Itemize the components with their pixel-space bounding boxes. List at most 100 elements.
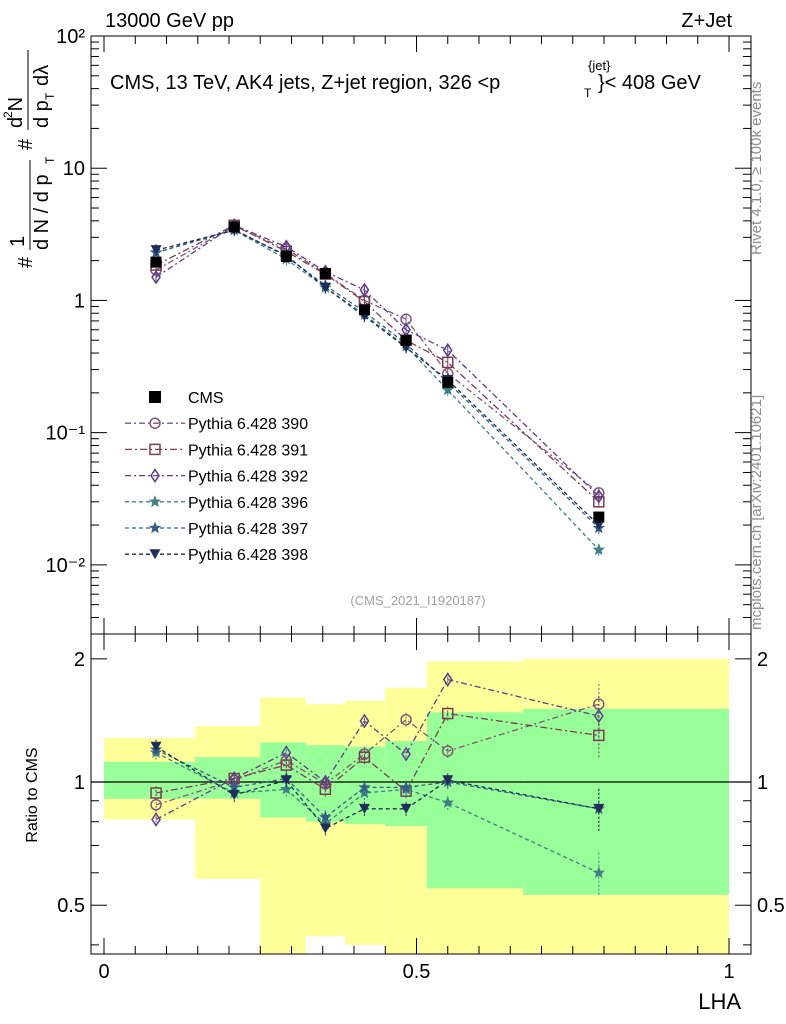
upper-series [149,217,605,556]
ratio-series-point [442,707,454,720]
ratio-series-point [150,787,162,799]
upper-series-point [151,269,161,285]
lower-series [149,672,605,896]
upper-y-tick-label: 10 [63,158,85,180]
ratio-series-point [442,672,453,687]
data-point-cms [442,376,454,388]
mcplots-label: mcplots.cern.ch [arXiv:2401.10621] [748,395,765,630]
lower-y-tick-label-left: 2 [74,649,85,671]
y-label-dlambda: dλ [31,65,53,86]
ratio-series-point [280,759,293,771]
ratio-series-point [593,803,605,814]
y-label-subscript-T-2: T [43,92,57,100]
ratio-series-line [155,712,599,794]
ratio-series-point [593,708,604,724]
ratio-series-line [155,746,599,830]
ratio-series-point [400,713,412,726]
x-axis-label: LHA [698,989,741,1014]
y-label-hash-1: # [15,256,37,268]
legend-marker [149,443,161,456]
upper-series-line [155,229,600,526]
ratio-series-line [155,678,599,821]
upper-y-tick-label: 1 [74,290,85,312]
y-label-one: 1 [7,236,29,247]
ratio-series-point [592,866,605,879]
lower-y-tick-label-right: 2 [757,649,768,671]
ratio-series-point [281,745,292,760]
ratio-series-point [319,823,331,834]
analysis-id-label: (CMS_2021_I1920187) [350,593,485,608]
x-tick-label: 1 [723,961,734,983]
data-point-cms [319,267,331,279]
upper-series-point [441,383,454,396]
data-point-cms [400,334,412,346]
process-label: Z+Jet [681,10,732,32]
ratio-bands [91,658,751,954]
x-tick-label: 0 [98,961,109,983]
ratio-series-point [358,780,371,793]
upper-series-point [593,520,605,531]
legend-label: Pythia 6.428 398 [188,547,308,564]
ratio-series-point [280,782,293,795]
ratio-band-green [523,708,729,895]
ratio-series-point [280,775,292,786]
ratio-band-yellow [260,697,306,954]
upper-series-point [593,488,604,504]
legend-marker [149,549,161,560]
data-point-cms [593,511,605,523]
ratio-series-point [228,789,240,800]
lower-panel [90,633,752,955]
ratio-series-point [399,780,413,793]
plot-title-superscript: {jet} [588,58,611,73]
plot-title: CMS, 13 TeV, AK4 jets, Z+jet region, 326… [110,72,500,94]
ratio-band-green [195,757,261,799]
axis-ticks: 10⁻² 10⁻¹ 1 10 10² 0.5 0.5 1 1 2 2 0 0.5 1 [46,26,785,983]
ratio-series-point [319,810,332,823]
ratio-series-line [155,752,600,874]
legend-label-cms: CMS [188,390,224,407]
y-label-dN-dpT: d N / d p [31,174,53,250]
upper-series-point [592,543,605,556]
lower-panel-frame [90,633,752,955]
upper-series-line [155,224,600,497]
legend-marker [150,468,160,483]
ratio-series-point [151,812,161,827]
y-label-dpT-dlambda: d p [31,100,53,128]
ratio-series-point [401,746,411,762]
ratio-band-green [104,761,196,799]
upper-series-line [155,228,600,529]
upper-series-point [319,282,331,293]
ratio-series-point [358,751,371,763]
upper-series-point [359,282,370,298]
ratio-series-point [150,741,162,752]
ratio-series-point [441,796,454,808]
ratio-y-axis-label: Ratio to CMS [24,747,41,842]
data-point-cms [228,221,240,233]
upper-y-tick-label: 10⁻¹ [46,423,86,445]
lower-y-tick-label-right: 1 [757,772,768,794]
x-tick-label: 0.5 [403,961,431,983]
legend: CMS Pythia 6.428 390 Pythia 6.428 391 Pythi… [125,390,308,564]
data-point-cms [358,304,370,316]
data-point-cms [150,256,162,268]
rivet-version-label: Rivet 4.1.0, ≥ 100k events [748,82,765,255]
legend-label: Pythia 6.428 397 [188,521,308,538]
y-label-d2N: d N [5,97,27,128]
ratio-band-yellow [195,726,261,879]
legend-marker [148,521,162,534]
plot-title-end: }< 408 GeV [598,72,702,94]
legend-marker [148,495,162,508]
upper-series-point [150,245,162,256]
legend-label: Pythia 6.428 391 [188,442,308,459]
plot-title-subscript: T [584,86,592,100]
y-label-sup-2: 2 [1,111,15,118]
ratio-series-point [358,803,370,814]
legend-label: Pythia 6.428 390 [188,416,308,433]
data-point-cms [280,250,292,262]
ratio-series-point [442,775,454,786]
lower-y-tick-label-left: 0.5 [57,895,85,917]
ratio-band-green [426,712,524,889]
legend-marker-cms [149,391,161,403]
ratio-series-point [359,713,370,729]
upper-y-tick-label: 10⁻² [46,555,86,577]
